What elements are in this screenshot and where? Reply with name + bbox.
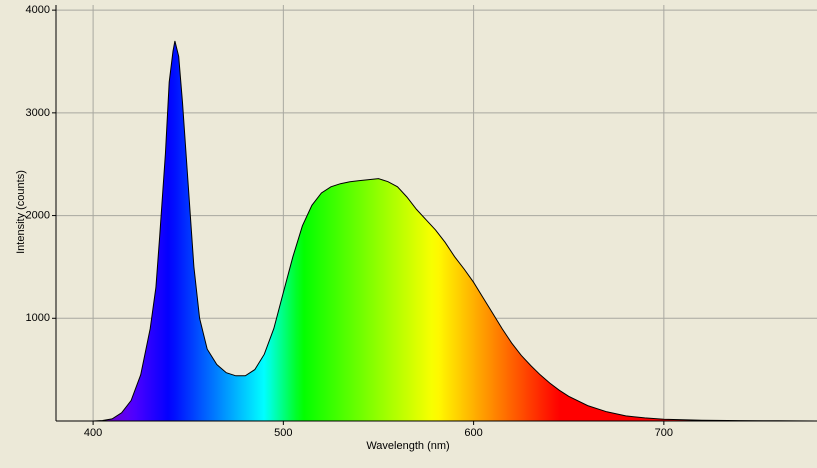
x-tick-label: 500: [274, 427, 292, 439]
x-axis-label: Wavelength (nm): [366, 440, 449, 452]
spectrum-area: [93, 41, 817, 421]
x-tick-label: 600: [464, 427, 482, 439]
y-axis-label: Intensity (counts): [15, 170, 27, 254]
y-tick-label: 2000: [26, 209, 50, 221]
x-tick-label: 400: [84, 427, 102, 439]
y-tick-label: 1000: [26, 312, 50, 324]
y-tick-label: 4000: [26, 4, 50, 16]
spectrum-line: [93, 40, 817, 422]
x-tick-label: 700: [655, 427, 673, 439]
y-tick-label: 3000: [26, 107, 50, 119]
